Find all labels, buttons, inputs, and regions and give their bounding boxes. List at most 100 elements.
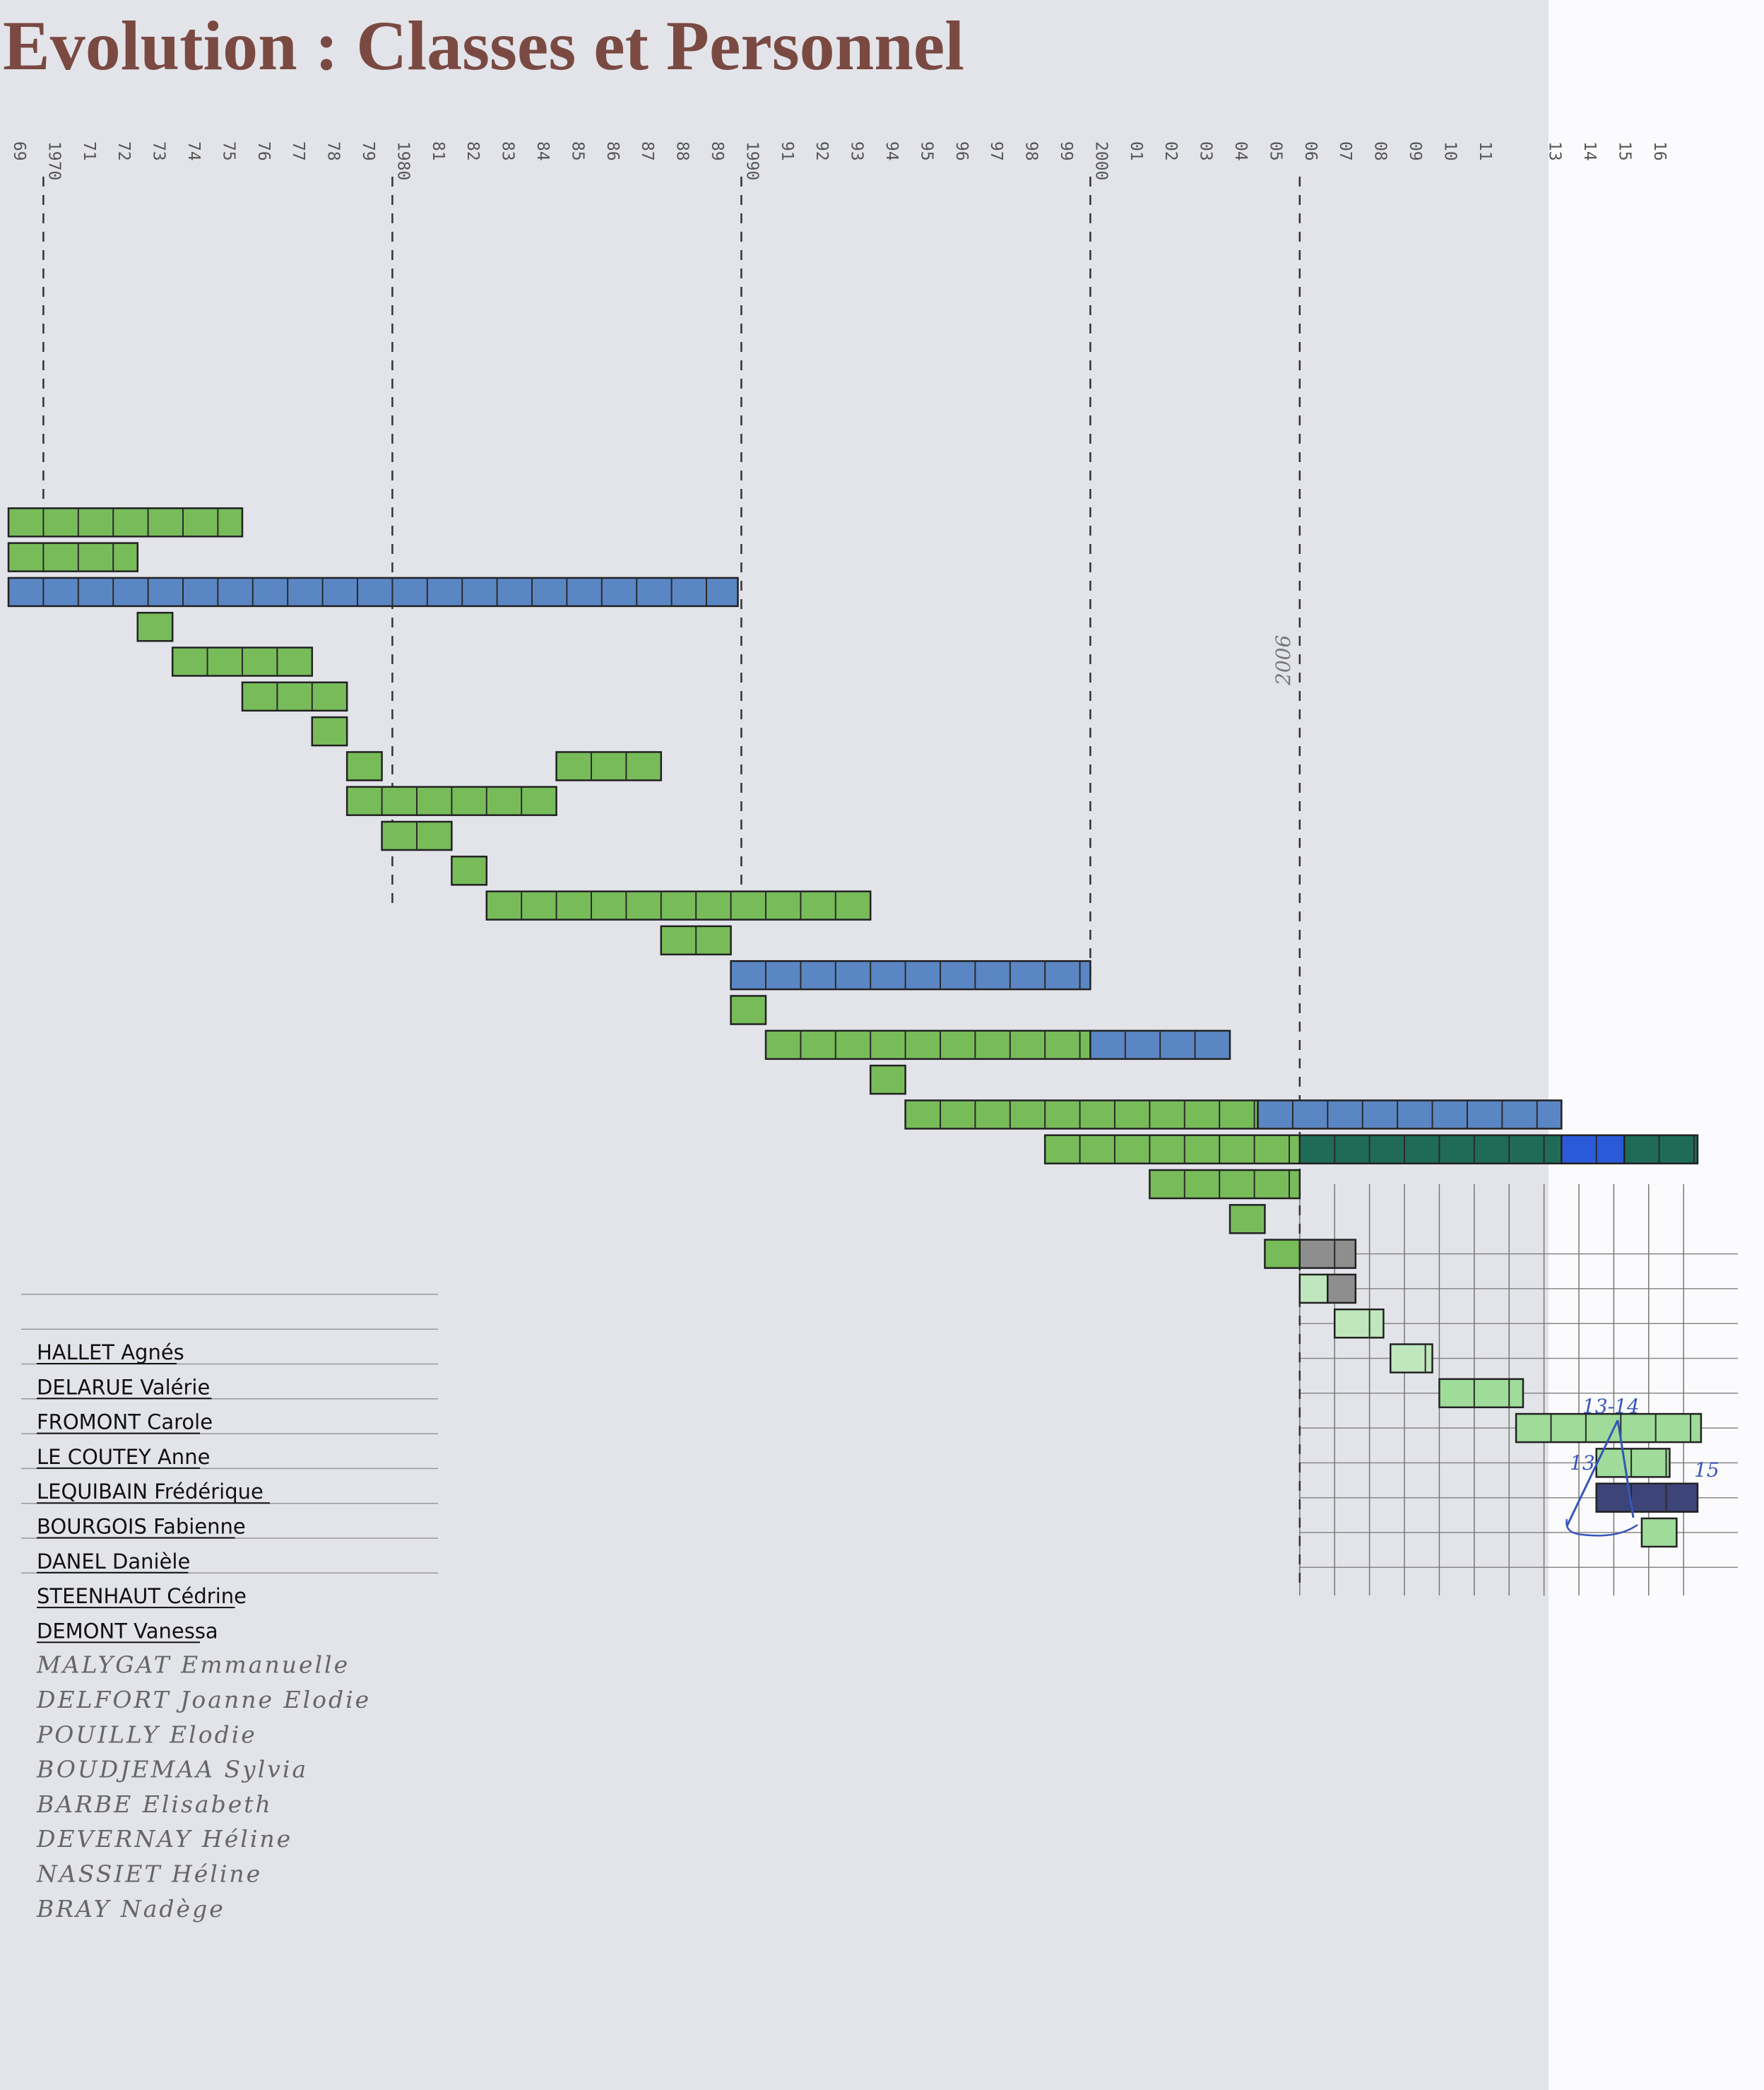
bar-fill: [345, 751, 383, 781]
bar-9: [345, 786, 557, 816]
bar-fill: [1640, 1517, 1678, 1548]
bar-23: [1561, 1134, 1626, 1164]
bar-fill: [1595, 1482, 1699, 1513]
name-label: POUILLY Elodie: [36, 1720, 257, 1748]
x-tick-label: 96: [952, 141, 971, 161]
x-tick-label: 85: [568, 141, 586, 161]
x-tick-label: 11: [1476, 141, 1494, 161]
name-label: LE COUTEY Anne: [37, 1445, 210, 1469]
name-label: DEMONT Vanessa: [37, 1619, 218, 1643]
bar-6: [311, 716, 348, 747]
bar-7: [345, 751, 383, 781]
bar-35: [1595, 1448, 1671, 1478]
x-tick-label: 16: [1650, 141, 1669, 161]
bar-fill: [1264, 1239, 1301, 1269]
name-label: BOUDJEMAA Sylvia: [36, 1756, 308, 1783]
bar-fill: [7, 577, 739, 608]
x-tick-label: 1990: [742, 141, 761, 180]
x-tick-label: 95: [917, 141, 935, 161]
x-tick-label: 76: [254, 141, 273, 161]
bar-19: [904, 1099, 1259, 1130]
bar-0: [7, 507, 244, 538]
bars-layer: [7, 507, 1703, 1548]
x-tick-label: 93: [848, 141, 866, 161]
bar-8: [555, 751, 663, 781]
name-label: BRAY Nadège: [36, 1895, 225, 1923]
name-label: LEQUIBAIN Frédérique: [37, 1480, 264, 1504]
name-label: DANEL Danièle: [37, 1549, 190, 1574]
bar-fill: [555, 751, 663, 781]
name-labels: HALLET Agnés DELARUE Valérie FROMONT Carol…: [36, 1340, 371, 1923]
x-tick-label: 98: [1022, 141, 1041, 161]
x-tick-label: 81: [429, 141, 447, 161]
paper-sheet-edge: [1549, 0, 1764, 2090]
x-tick-label: 14: [1580, 141, 1599, 161]
bar-17: [1089, 1029, 1231, 1061]
x-tick-label: 77: [289, 141, 307, 161]
bar-21: [1043, 1134, 1301, 1164]
bar-fill: [241, 681, 348, 712]
bar-31: [1333, 1308, 1385, 1339]
x-tick-label: 10: [1440, 141, 1459, 161]
name-label: STEENHAUT Cédrine: [37, 1584, 247, 1608]
x-tick-label: 88: [673, 141, 692, 161]
x-tick-label: 86: [603, 141, 622, 161]
bar-37: [1640, 1517, 1678, 1548]
bar-29: [1298, 1273, 1329, 1304]
x-axis-ticks: 69 1970 71 72 73 74 75 76 77 78 79 1980 81 82 83 84 85 86…: [10, 141, 1669, 180]
x-tick-label: 82: [463, 141, 482, 161]
x-tick-label: 05: [1266, 141, 1284, 161]
bar-fill: [1043, 1134, 1301, 1164]
bar-fill: [1333, 1308, 1385, 1339]
bar-fill: [1257, 1099, 1563, 1130]
bar-25: [1149, 1169, 1301, 1200]
bar-fill: [869, 1064, 906, 1095]
x-tick-label: 79: [359, 141, 377, 161]
bar-fill: [7, 542, 139, 572]
bar-20: [1257, 1099, 1563, 1130]
bar-fill: [1561, 1134, 1626, 1164]
name-label: DELFORT Joanne Elodie: [36, 1686, 371, 1713]
x-tick-label: 72: [114, 141, 133, 161]
x-tick-label: 1970: [45, 141, 63, 180]
bar-4: [171, 647, 314, 677]
x-tick-label: 09: [1406, 141, 1424, 161]
x-tick-label: 84: [533, 141, 552, 161]
bar-fill: [764, 1029, 1091, 1061]
x-tick-label: 83: [499, 141, 517, 161]
annotation-brace: [1565, 1518, 1638, 1537]
x-tick-label: 71: [80, 141, 98, 161]
bar-fill: [136, 611, 174, 642]
bar-33: [1438, 1378, 1525, 1409]
name-label: BOURGOIS Fabienne: [37, 1515, 246, 1539]
name-label: MALYGAT Emmanuelle: [36, 1651, 350, 1679]
annotations-layer: 13-14 13 15: [1565, 1395, 1719, 1537]
annotation-pointer: [1565, 1419, 1635, 1527]
x-tick-label: 97: [987, 141, 1005, 161]
name-label: NASSIET Héline: [36, 1860, 262, 1888]
bar-fill: [311, 716, 348, 747]
bar-fill: [1623, 1134, 1699, 1164]
annotation-label: 13: [1570, 1451, 1595, 1475]
bar-fill: [904, 1099, 1259, 1130]
bar-11: [451, 856, 488, 886]
bar-10: [381, 820, 453, 851]
x-tick-label: 92: [812, 141, 831, 161]
bar-13: [660, 925, 732, 956]
x-tick-label: 99: [1057, 141, 1075, 161]
annotation-label: 15: [1694, 1458, 1719, 1482]
x-tick-label: 04: [1231, 141, 1250, 161]
x-tick-label: 01: [1127, 141, 1145, 161]
bar-14: [730, 960, 1091, 991]
x-tick-label: 91: [778, 141, 796, 161]
bar-36: [1595, 1482, 1699, 1513]
x-tick-label: 15: [1615, 141, 1633, 161]
x-tick-label: 08: [1371, 141, 1390, 161]
name-label: BARBE Elisabeth: [36, 1790, 273, 1818]
bar-27: [1264, 1239, 1301, 1269]
x-tick-label: 78: [324, 141, 343, 161]
name-label: HALLET Agnés: [37, 1340, 184, 1364]
x-tick-label: 03: [1197, 141, 1215, 161]
annotation-label: 13-14: [1582, 1395, 1640, 1418]
x-tick-label: 2000: [1091, 141, 1110, 180]
